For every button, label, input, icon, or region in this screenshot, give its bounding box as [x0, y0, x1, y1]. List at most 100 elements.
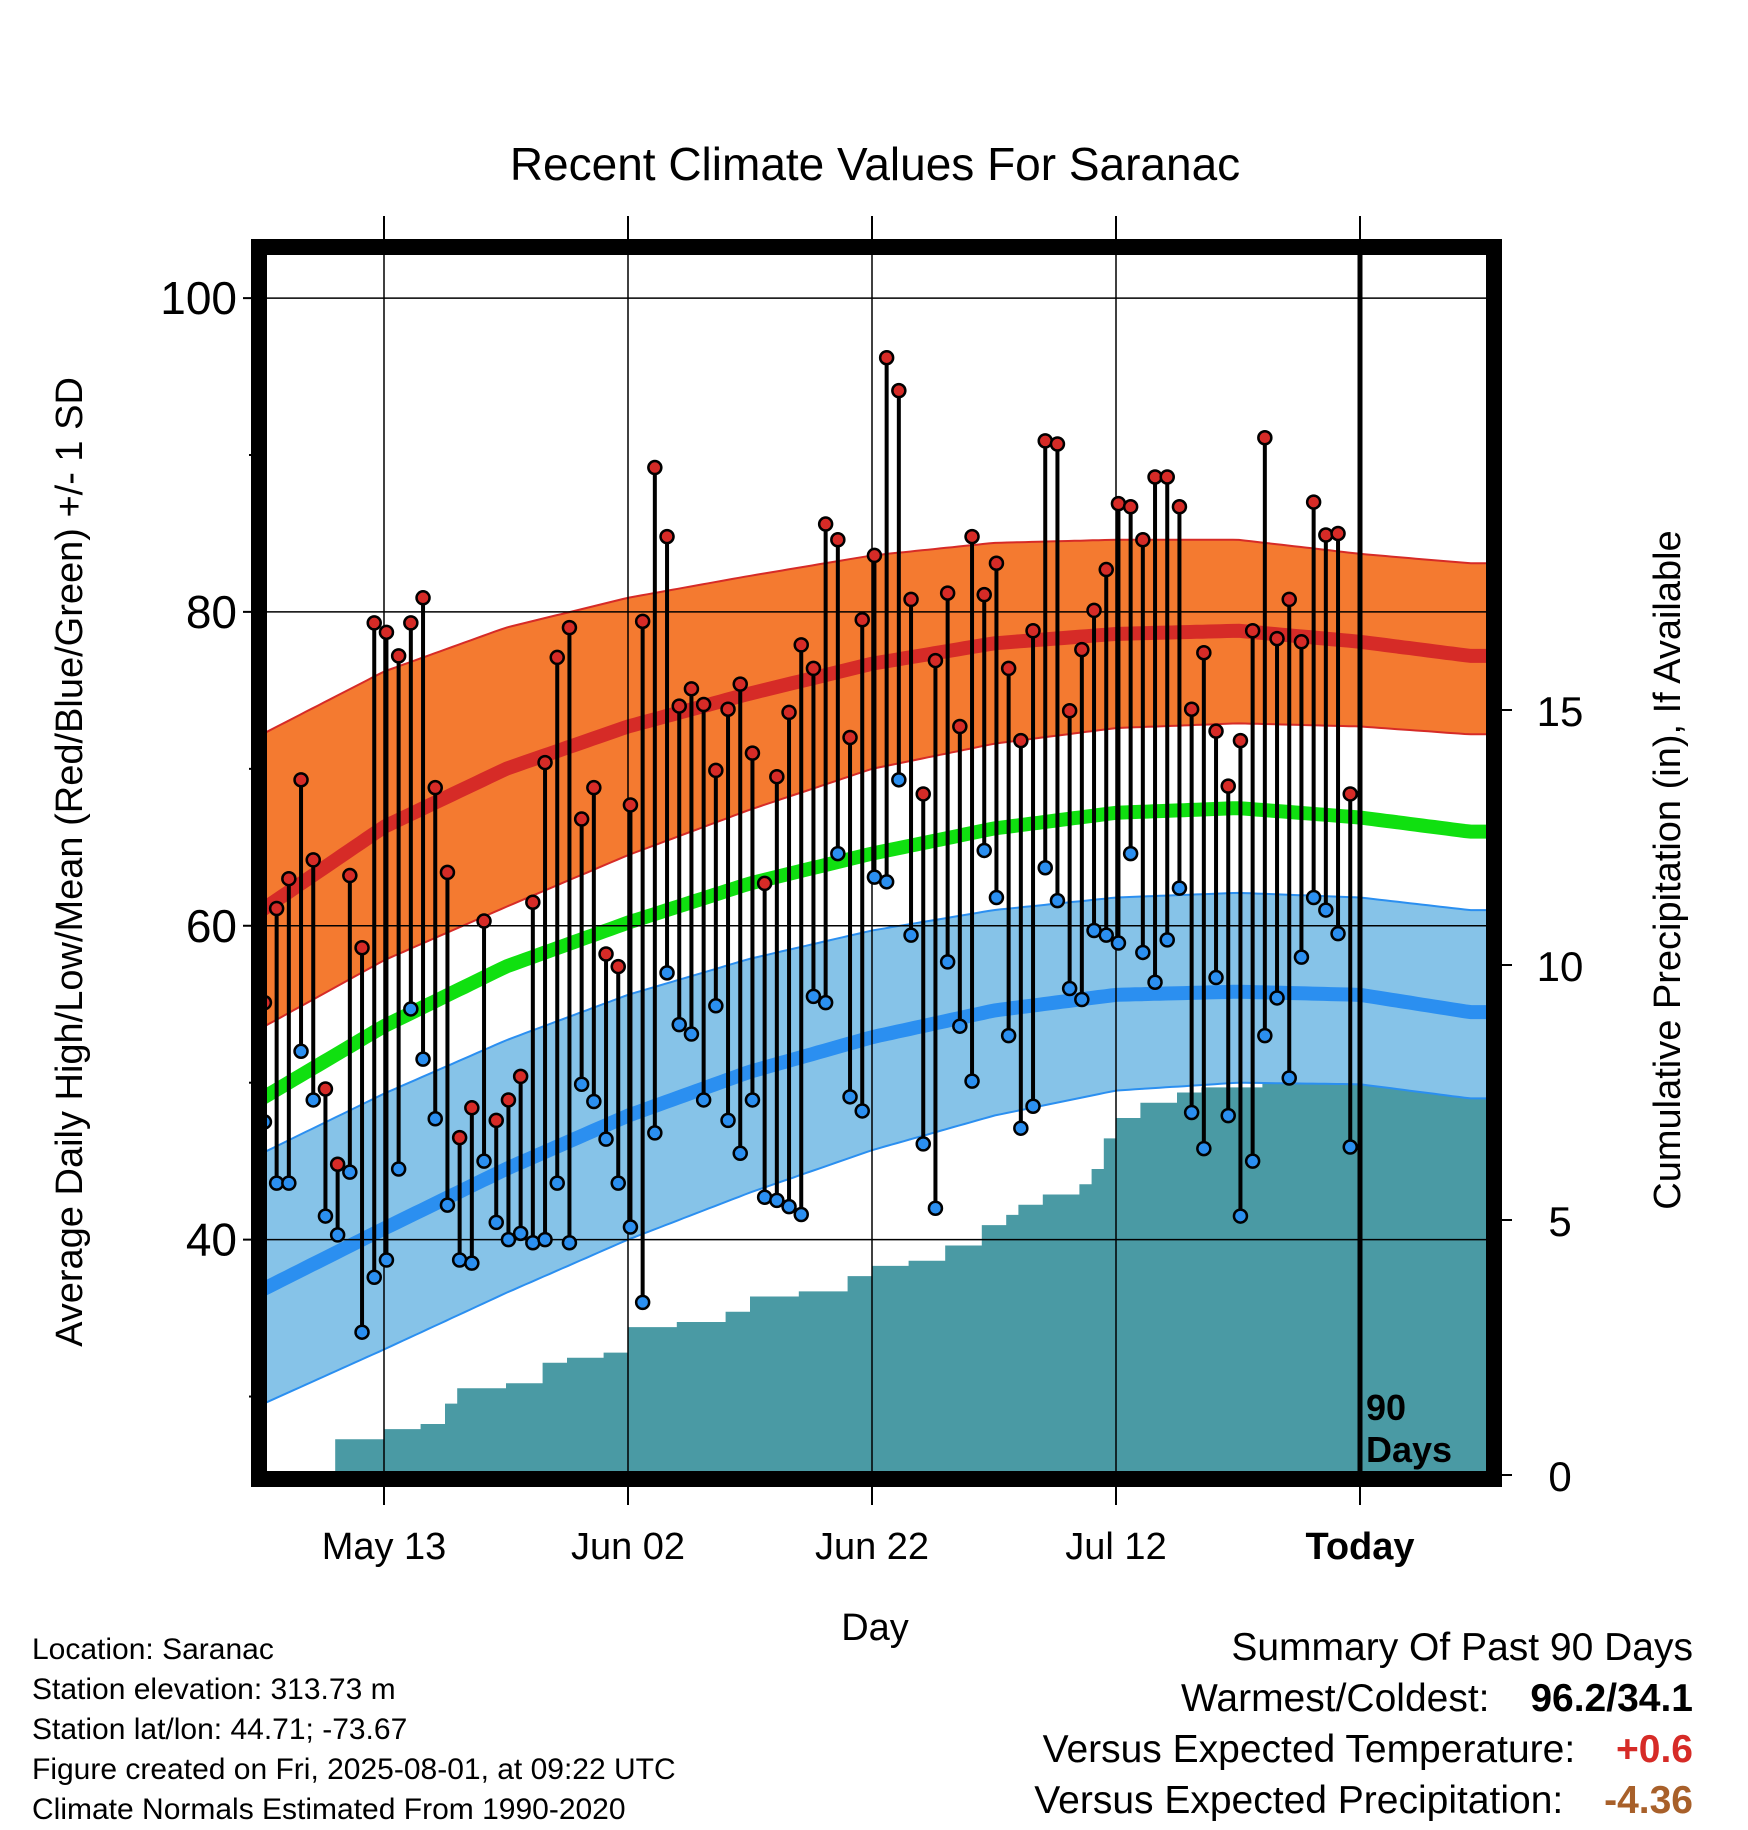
- daily-low-point: [1013, 1120, 1029, 1136]
- plot-content: 90 Days: [263, 251, 1490, 1475]
- daily-low-point: [378, 1252, 395, 1268]
- daily-high-point: [1196, 644, 1212, 661]
- daily-high-point: [976, 586, 992, 603]
- daily-high-point: [451, 1129, 468, 1146]
- daily-high-point: [512, 1068, 529, 1085]
- daily-high-point: [952, 718, 968, 735]
- daily-low-point: [891, 772, 907, 788]
- daily-low-point: [817, 994, 834, 1011]
- daily-low-point: [390, 1161, 407, 1177]
- daily-low-point: [1025, 1098, 1041, 1114]
- daily-high-point: [1061, 703, 1078, 719]
- daily-high-point: [854, 612, 870, 628]
- daily-high-point: [659, 528, 675, 545]
- daily-high-point: [866, 547, 883, 564]
- daily-high-point: [781, 704, 797, 721]
- x-tick-label: May 13: [322, 1526, 447, 1568]
- daily-high-point: [1171, 499, 1188, 515]
- daily-low-point: [695, 1092, 712, 1108]
- daily-low-point: [903, 927, 919, 943]
- daily-low-point: [756, 1189, 773, 1205]
- daily-high-point: [1098, 561, 1114, 578]
- daily-high-point: [1220, 778, 1236, 794]
- daily-high-point: [1135, 531, 1151, 548]
- daily-low-point: [1220, 1107, 1236, 1124]
- daily-low-point: [354, 1324, 370, 1340]
- daily-high-point: [1183, 701, 1200, 717]
- daily-low-point: [281, 1175, 297, 1191]
- temp-label: Versus Expected Temperature:: [1042, 1728, 1576, 1771]
- daily-high-point: [378, 624, 395, 641]
- low-normal-line: [263, 984, 1490, 1296]
- daily-high-point: [1025, 623, 1041, 639]
- daily-low-point: [781, 1198, 797, 1215]
- summary-precipitation: Versus Expected Precipitation: -4.36: [1034, 1775, 1693, 1826]
- daily-high-point: [1281, 591, 1297, 608]
- daily-low-point: [1159, 932, 1175, 948]
- daily-high-point: [622, 797, 639, 813]
- y2-tick-label: 15: [1537, 688, 1584, 735]
- y-tick-label: 100: [160, 272, 237, 324]
- daily-high-point: [317, 1081, 334, 1097]
- daily-low-point: [610, 1175, 626, 1191]
- x-tick-label: Today: [1305, 1526, 1414, 1568]
- figure-created: Figure created on Fri, 2025-08-01, at 09…: [32, 1753, 676, 1786]
- daily-high-point: [366, 615, 382, 631]
- daily-low-point: [1122, 845, 1139, 862]
- axes: 100 80 60 40 0 5 10 15 May 13 Jun 02 Jun 22 Jul 12 T…: [160, 216, 1583, 1568]
- daily-high-point: [683, 681, 700, 697]
- daily-low-point: [1049, 892, 1066, 909]
- daily-low-point: [854, 1103, 870, 1119]
- precip-label: Versus Expected Precipitation:: [1034, 1779, 1564, 1822]
- daily-high-point: [549, 649, 565, 666]
- daily-high-point: [1318, 527, 1334, 543]
- daily-low-point: [427, 1111, 443, 1127]
- daily-high-point: [1074, 641, 1090, 658]
- daily-low-point: [305, 1092, 321, 1108]
- daily-low-point: [464, 1255, 480, 1271]
- climate-normals-period: Climate Normals Estimated From 1990-2020: [32, 1793, 626, 1826]
- daily-high-point: [1305, 494, 1322, 510]
- daily-low-point: [500, 1231, 517, 1248]
- daily-low-point: [329, 1227, 346, 1243]
- daily-high-point: [598, 946, 614, 962]
- daily-low-point: [451, 1252, 468, 1268]
- daily-low-point: [769, 1192, 785, 1209]
- daily-low-point: [1305, 889, 1322, 906]
- daily-high-point: [1244, 623, 1261, 639]
- daily-low-point: [952, 1018, 968, 1034]
- daily-high-point: [817, 516, 834, 532]
- daily-high-point: [525, 894, 541, 910]
- daily-high-point: [329, 1156, 346, 1173]
- daily-low-point: [708, 998, 724, 1014]
- temp-value: +0.6: [1616, 1728, 1693, 1771]
- daily-low-point: [1342, 1139, 1358, 1155]
- station-info: Location: Saranac Station elevation: 313…: [32, 1630, 676, 1830]
- daily-low-point: [1269, 990, 1285, 1006]
- daily-high-point: [939, 585, 956, 601]
- daily-low-point: [720, 1112, 736, 1129]
- daily-low-point: [512, 1225, 529, 1242]
- daily-low-point: [976, 842, 992, 859]
- summary-warm-cold: Warmest/Coldest: 96.2/34.1: [1034, 1673, 1693, 1724]
- daily-high-point: [671, 698, 687, 714]
- today-window-label: 90 Days: [1366, 1387, 1452, 1470]
- daily-low-point: [317, 1208, 334, 1224]
- daily-low-point: [537, 1231, 553, 1248]
- daily-low-point: [1183, 1104, 1200, 1121]
- daily-low-point: [842, 1089, 858, 1105]
- daily-low-point: [671, 1016, 687, 1033]
- daily-low-point: [732, 1145, 748, 1162]
- station-elevation: Station elevation: 313.73 m: [32, 1673, 396, 1706]
- daily-high-point: [415, 590, 431, 606]
- daily-low-point: [573, 1076, 590, 1093]
- daily-low-point: [647, 1125, 663, 1141]
- daily-low-point: [744, 1092, 761, 1108]
- x-tick-label: Jul 12: [1065, 1526, 1166, 1568]
- daily-high-point: [756, 875, 773, 892]
- daily-low-point: [683, 1026, 700, 1042]
- daily-low-point: [878, 874, 895, 890]
- daily-low-point: [1074, 991, 1090, 1008]
- daily-high-point: [878, 349, 895, 366]
